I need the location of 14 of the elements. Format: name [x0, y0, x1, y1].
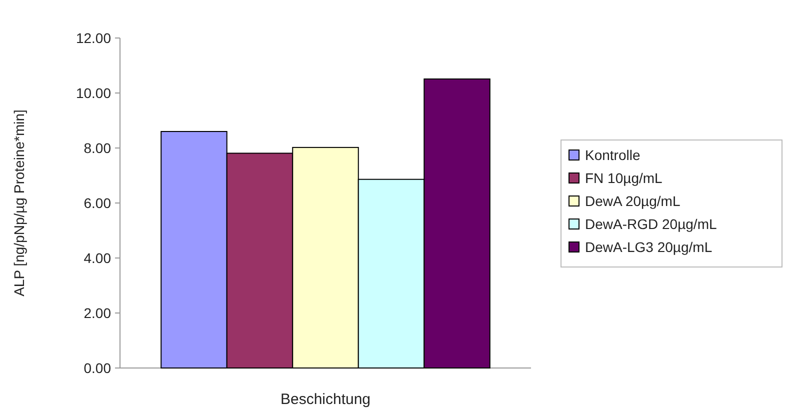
y-axis-title: ALP [ng/pNp/µg Proteine*min] [11, 110, 27, 296]
legend-label: FN 10µg/mL [585, 170, 663, 186]
legend-label: DewA-LG3 20µg/mL [585, 238, 712, 255]
y-tick-label: 8.00 [84, 140, 112, 156]
y-tick-label: 12.00 [76, 30, 112, 46]
legend-label: Kontrolle [585, 146, 640, 163]
y-tick-label: 6.00 [84, 194, 112, 211]
legend-label: DewA 20µg/mL [585, 192, 680, 209]
legend-label: DewA-RGD 20µg/mL [585, 216, 717, 232]
y-tick-label: 2.00 [84, 304, 112, 321]
y-tick-label: 4.00 [84, 250, 112, 266]
y-tick-label: 0.00 [84, 360, 112, 376]
x-axis-title: Beschichtung [280, 391, 371, 408]
y-tick-label: 10.00 [76, 84, 112, 101]
